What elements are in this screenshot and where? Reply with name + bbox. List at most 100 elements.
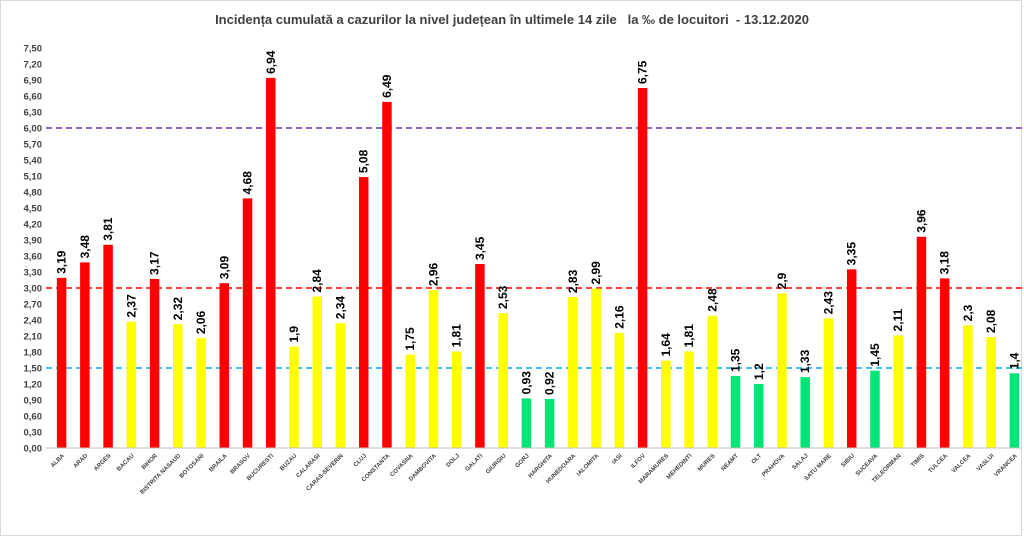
- chart-title: Incidența cumulată a cazurilor la nivel …: [215, 12, 809, 27]
- category-label: BRAILA: [208, 453, 229, 474]
- y-tick-label: 4,80: [24, 188, 43, 199]
- value-label: 1,81: [450, 324, 464, 348]
- value-label: 3,35: [845, 242, 859, 266]
- bar: [661, 360, 671, 448]
- bar: [196, 338, 206, 448]
- bar: [219, 283, 230, 448]
- value-label: 4,68: [241, 171, 255, 195]
- bar: [986, 337, 996, 448]
- y-tick-label: 0,60: [24, 412, 43, 423]
- value-label: 1,64: [659, 333, 673, 357]
- value-label: 0,92: [543, 371, 557, 395]
- bar: [126, 321, 137, 448]
- bar: [56, 277, 67, 448]
- value-label: 2,48: [705, 288, 719, 312]
- bar: [149, 278, 160, 448]
- bar: [846, 269, 857, 448]
- bar: [939, 278, 950, 448]
- bar: [800, 377, 810, 448]
- category-label: ARGES: [93, 453, 112, 472]
- value-label: 2,3: [961, 304, 975, 321]
- bar: [451, 351, 462, 448]
- category-label: SALAJ: [791, 453, 809, 471]
- category-label: MURES: [697, 453, 717, 473]
- bar: [498, 313, 508, 448]
- y-tick-label: 2,10: [24, 332, 43, 343]
- y-tick-label: 4,20: [24, 220, 43, 231]
- bar: [335, 323, 346, 448]
- value-label: 3,96: [914, 209, 928, 233]
- bar: [637, 88, 648, 448]
- value-label: 2,43: [821, 291, 835, 315]
- y-tick-label: 3,00: [24, 284, 43, 295]
- y-tick-label: 6,60: [24, 92, 43, 103]
- bar: [893, 335, 903, 448]
- category-label: TULCEA: [928, 453, 950, 475]
- y-tick-label: 6,00: [24, 124, 43, 135]
- category-label: BUZAU: [279, 453, 298, 472]
- category-label: VALCEA: [951, 453, 973, 475]
- bar: [173, 324, 183, 448]
- value-label: 3,48: [78, 235, 92, 259]
- bar: [521, 398, 532, 448]
- category-label: BOTOSANI: [179, 453, 206, 480]
- bar: [544, 398, 555, 448]
- bar: [289, 346, 299, 448]
- bar: [242, 198, 253, 448]
- value-label: 2,32: [171, 297, 185, 321]
- y-tick-label: 3,90: [24, 236, 43, 247]
- category-label: IASI: [611, 453, 624, 466]
- bar: [312, 296, 322, 448]
- bar: [266, 77, 276, 448]
- bar: [916, 236, 927, 448]
- category-label: SUCEAVA: [855, 453, 880, 478]
- y-tick-label: 5,40: [24, 156, 43, 167]
- value-label: 2,9: [775, 272, 789, 289]
- y-tick-label: 0,30: [24, 428, 43, 439]
- y-tick-label: 6,30: [24, 108, 43, 119]
- category-label: PRAHOVA: [761, 453, 787, 479]
- y-tick-label: 6,90: [24, 76, 43, 87]
- value-label: 0,93: [519, 371, 533, 395]
- y-tick-label: 0,00: [24, 444, 43, 455]
- bar: [103, 244, 113, 448]
- category-label: BIHOR: [141, 453, 159, 471]
- bar: [684, 351, 694, 448]
- value-label: 1,9: [287, 326, 301, 343]
- y-tick-label: 2,40: [24, 316, 43, 327]
- y-tick-label: 7,50: [24, 44, 43, 55]
- value-label: 1,75: [403, 327, 417, 351]
- category-label: CLUJ: [353, 453, 368, 468]
- value-label: 3,81: [101, 217, 115, 241]
- category-label: VRANCEA: [994, 453, 1020, 479]
- bar: [870, 370, 880, 448]
- y-tick-label: 0,90: [24, 396, 43, 407]
- bar: [823, 318, 834, 448]
- bar: [730, 376, 741, 448]
- value-label: 6,94: [264, 50, 278, 74]
- category-label: ILFOV: [630, 453, 647, 470]
- value-label: 1,35: [729, 348, 743, 372]
- value-label: 1,4: [1007, 352, 1021, 369]
- y-tick-label: 4,50: [24, 204, 43, 215]
- category-label: OLT: [751, 453, 764, 466]
- value-label: 2,84: [310, 269, 324, 293]
- y-tick-label: 1,20: [24, 380, 43, 391]
- value-label: 1,45: [868, 343, 882, 367]
- category-label: SIBIU: [841, 453, 857, 469]
- value-label: 1,33: [798, 349, 812, 373]
- value-label: 6,75: [636, 60, 650, 84]
- value-label: 2,08: [984, 309, 998, 333]
- bar: [614, 332, 625, 448]
- category-label: GORJ: [515, 453, 531, 469]
- category-label: BACAU: [116, 453, 136, 473]
- y-tick-label: 5,70: [24, 140, 43, 151]
- category-label: IALOMITA: [576, 453, 601, 478]
- category-label: BRASOV: [230, 453, 252, 475]
- value-labels-group: 3,19 3,48 3,81 2,37 3,17 2,32 2,06 3,09 4,68 6,94…: [55, 50, 1022, 395]
- category-label: GALATI: [465, 453, 485, 473]
- y-tick-label: 3,60: [24, 252, 43, 263]
- bar: [475, 264, 485, 448]
